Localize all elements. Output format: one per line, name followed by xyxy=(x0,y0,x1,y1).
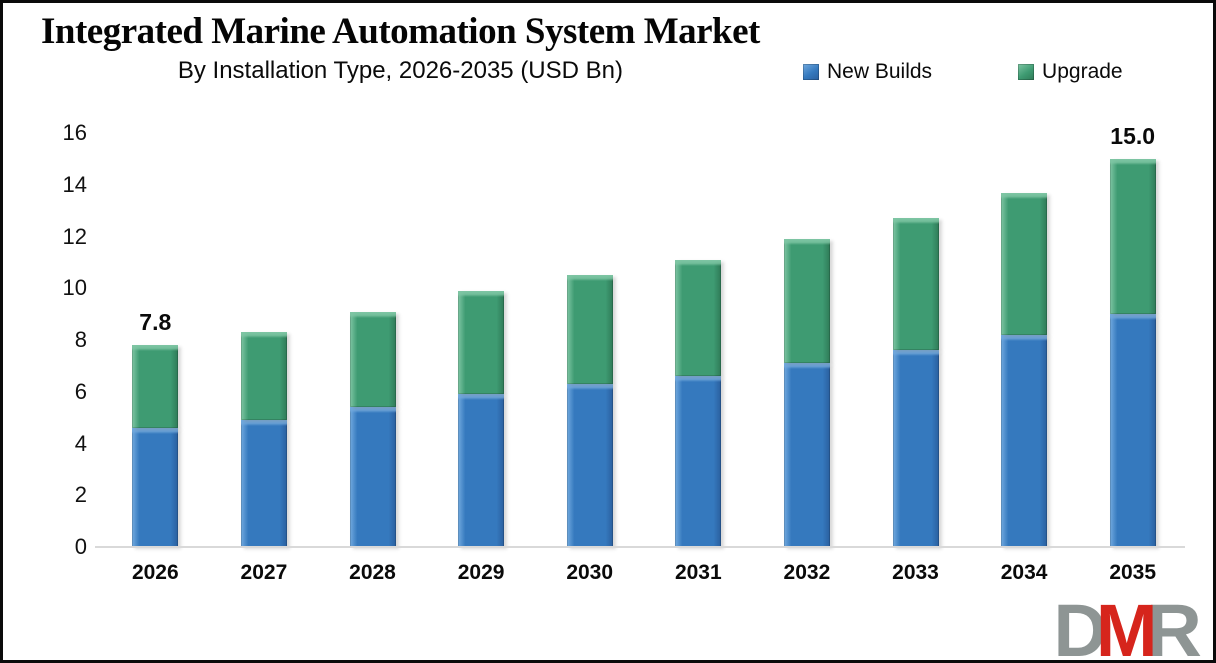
bar-segment-bevel xyxy=(675,376,722,383)
bar-2026 xyxy=(132,133,179,547)
bar-2034 xyxy=(1001,133,1048,547)
legend-label-new-builds: New Builds xyxy=(827,60,933,83)
logo-letter-d: D xyxy=(1053,589,1107,663)
y-tick-label: 8 xyxy=(74,327,87,352)
bar-segment-upgrade xyxy=(1001,192,1048,335)
bars-layer: 7.8 15.0 xyxy=(101,124,1187,547)
bar-segment-bevel xyxy=(1001,192,1048,199)
x-tick-label-2032: 2032 xyxy=(783,561,831,584)
x-tick-label-2027: 2027 xyxy=(240,561,288,584)
x-tick-label-2029: 2029 xyxy=(457,561,505,584)
plot-area: 0 2 4 6 8 10 12 14 16 7.8 15.0 2026 2027 2028 2029 20… xyxy=(63,122,1187,584)
bar-2029 xyxy=(458,133,505,547)
x-tick-label-2033: 2033 xyxy=(892,561,939,584)
bar-2028 xyxy=(349,133,396,547)
new-builds-swatch-icon xyxy=(803,64,819,80)
y-axis-labels: 0 2 4 6 8 10 12 14 16 xyxy=(29,122,87,558)
bar-segment-bevel xyxy=(675,259,722,266)
y-tick-label: 0 xyxy=(74,534,87,559)
logo-letter-r: R xyxy=(1145,589,1201,663)
y-tick-label: 16 xyxy=(62,120,87,145)
bar-segment-new-builds xyxy=(566,384,613,547)
bar-segment-bevel xyxy=(349,407,396,414)
bar-segment-bevel xyxy=(132,345,179,352)
bar-segment-bevel xyxy=(1109,314,1156,321)
bar-2033 xyxy=(892,133,939,547)
bar-value-label-2026: 7.8 xyxy=(139,309,172,336)
chart-header: Integrated Marine Automation System Mark… xyxy=(41,11,760,85)
bar-2027 xyxy=(240,133,287,547)
bar-segment-upgrade xyxy=(240,332,287,421)
bar-segment-new-builds xyxy=(1109,314,1156,547)
x-tick-label-2026: 2026 xyxy=(131,561,179,584)
x-axis-labels: 2026 2027 2028 2029 2030 2031 2032 2033 2034 2035 xyxy=(101,547,1187,587)
dmr-logo: DMR xyxy=(1053,589,1201,663)
x-tick-label-2031: 2031 xyxy=(674,561,722,584)
bar-segment-bevel xyxy=(458,290,505,297)
bar-segment-bevel xyxy=(240,420,287,427)
bar-segment-new-builds xyxy=(349,407,396,547)
bar-segment-upgrade xyxy=(132,345,179,428)
bar-segment-new-builds xyxy=(458,394,505,547)
legend-item-upgrade: Upgrade xyxy=(1018,60,1123,84)
bar-segment-bevel xyxy=(240,332,287,339)
bar-segment-upgrade xyxy=(458,290,505,395)
bar-segment-bevel xyxy=(566,384,613,390)
y-tick-label: 12 xyxy=(62,223,87,249)
chart-subtitle: By Installation Type, 2026-2035 (USD Bn) xyxy=(177,56,623,84)
bar-segment-new-builds xyxy=(783,363,830,547)
bar-segment-new-builds xyxy=(892,350,939,547)
bar-2030 xyxy=(566,133,613,547)
bar-segment-new-builds xyxy=(675,376,722,547)
bar-segment-upgrade xyxy=(1109,158,1156,315)
legend: New Builds Upgrade xyxy=(803,60,1123,84)
bar-segment-bevel xyxy=(458,394,505,401)
bar-segment-new-builds xyxy=(132,427,179,547)
bar-segment-bevel xyxy=(783,239,830,246)
bar-2035 xyxy=(1109,133,1156,547)
bar-segment-upgrade xyxy=(675,259,722,377)
legend-item-new-builds: New Builds xyxy=(803,60,932,84)
bar-segment-upgrade xyxy=(783,239,830,364)
y-tick-label: 10 xyxy=(62,275,87,301)
bar-segment-new-builds xyxy=(240,420,287,547)
x-tick-label-2034: 2034 xyxy=(1000,561,1048,584)
bar-segment-upgrade xyxy=(566,275,613,384)
bar-2032 xyxy=(783,133,830,547)
x-tick-label-2028: 2028 xyxy=(349,561,396,584)
x-tick-label-2030: 2030 xyxy=(566,561,614,584)
logo-letter-m: M xyxy=(1095,589,1158,663)
bar-segment-bevel xyxy=(892,218,939,225)
bar-segment-upgrade xyxy=(349,311,396,408)
legend-label-upgrade: Upgrade xyxy=(1042,60,1123,83)
bar-value-label-2035: 15.0 xyxy=(1110,122,1156,149)
x-axis-line xyxy=(95,546,1185,548)
x-tick-label-2035: 2035 xyxy=(1109,561,1157,584)
bar-segment-bevel xyxy=(566,275,613,282)
bar-segment-bevel xyxy=(892,350,939,357)
y-tick-label: 4 xyxy=(74,430,87,456)
chart-title: Integrated Marine Automation System Mark… xyxy=(41,11,760,52)
bar-segment-upgrade xyxy=(892,218,939,351)
upgrade-swatch-icon xyxy=(1018,64,1035,80)
y-tick-label: 6 xyxy=(74,378,87,404)
bar-segment-bevel xyxy=(1109,158,1156,165)
bar-2031 xyxy=(675,133,722,547)
bar-segment-bevel xyxy=(1001,334,1048,341)
bar-segment-bevel xyxy=(132,427,179,434)
y-tick-label: 2 xyxy=(74,482,87,508)
y-tick-label: 14 xyxy=(62,171,87,197)
bar-segment-bevel xyxy=(349,311,396,318)
bar-segment-bevel xyxy=(783,363,830,370)
bar-segment-new-builds xyxy=(1001,334,1048,547)
